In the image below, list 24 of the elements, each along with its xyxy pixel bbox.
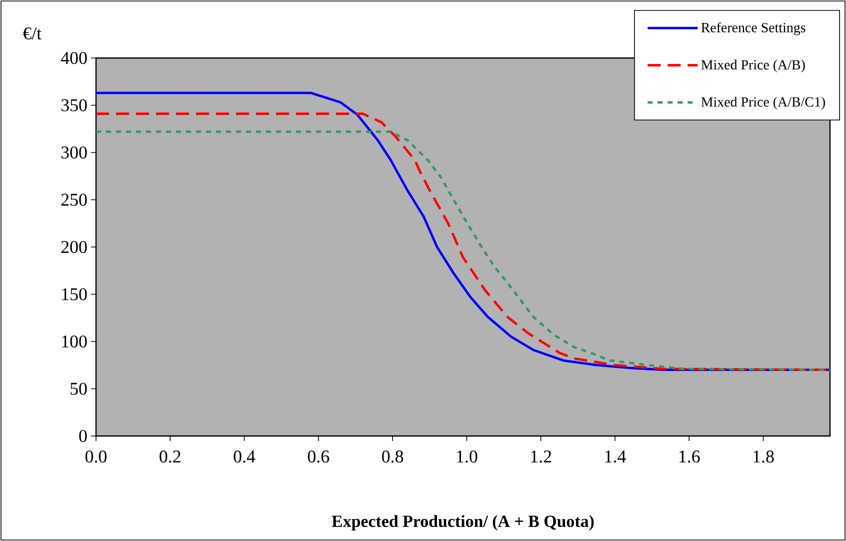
x-tick-label: 0.0 <box>85 450 107 463</box>
legend-label: Reference Settings <box>701 22 806 36</box>
x-tick-label: 1.8 <box>754 450 774 463</box>
y-axis-title: €/t <box>22 27 42 40</box>
legend-label: Mixed Price (A/B) <box>701 60 805 72</box>
x-tick-label: 0.6 <box>308 450 330 463</box>
x-tick-label: 1.6 <box>680 450 700 463</box>
y-tick-label: 250 <box>61 194 87 206</box>
y-tick-label: 300 <box>61 146 87 159</box>
y-tick-label: 400 <box>60 52 87 64</box>
y-tick-label: 50 <box>70 382 87 395</box>
y-tick-label: 0 <box>79 430 87 442</box>
x-tick-label: 1.2 <box>531 450 552 463</box>
x-tick-label: 0.8 <box>382 450 404 463</box>
x-tick-label: 0.4 <box>234 450 256 463</box>
x-tick-label: 1.0 <box>457 450 478 463</box>
legend-label: Mixed Price (A/B/C1) <box>701 96 825 110</box>
y-tick-label: 200 <box>61 240 87 254</box>
y-tick-label: 350 <box>61 99 87 112</box>
x-axis-title: Expected Production/ (A + B Quota) <box>332 515 594 530</box>
x-tick-label: 1.4 <box>605 450 626 463</box>
y-tick-label: 150 <box>62 288 87 300</box>
x-tick-label: 0.2 <box>160 450 180 463</box>
y-tick-label: 100 <box>62 335 87 348</box>
